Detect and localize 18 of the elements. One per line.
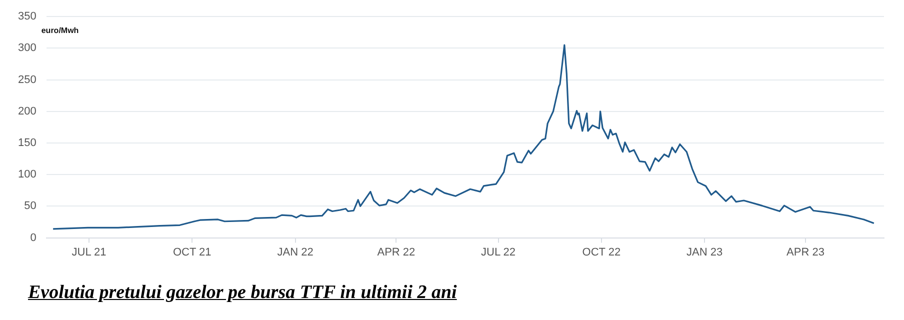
x-tick-label: JAN 23 bbox=[686, 246, 723, 258]
y-tick-label: 250 bbox=[18, 74, 36, 86]
y-tick-label: 150 bbox=[18, 137, 36, 150]
y-tick-label: 300 bbox=[18, 42, 36, 54]
x-tick-label: OCT 21 bbox=[172, 246, 212, 258]
x-tick-label: OCT 22 bbox=[582, 246, 621, 258]
y-tick-label: 0 bbox=[30, 232, 36, 244]
x-tick-label: APR 22 bbox=[377, 246, 416, 258]
x-tick-label: APR 23 bbox=[786, 246, 824, 258]
text: Evolutia pretului gazelor pe bursa TTF in ultimii 2 ani bbox=[28, 282, 457, 304]
x-tick-label: JAN 22 bbox=[277, 246, 314, 258]
y-tick-label: 100 bbox=[18, 168, 36, 181]
x-tick-label: JUL 22 bbox=[481, 246, 516, 258]
x-tick-label: JUL 21 bbox=[72, 246, 106, 258]
y-tick-label: 50 bbox=[24, 200, 36, 212]
y-tick-label: 200 bbox=[18, 105, 36, 118]
y-tick-label: 350 bbox=[18, 10, 36, 23]
y-axis-title: euro/Mwh bbox=[41, 26, 79, 35]
